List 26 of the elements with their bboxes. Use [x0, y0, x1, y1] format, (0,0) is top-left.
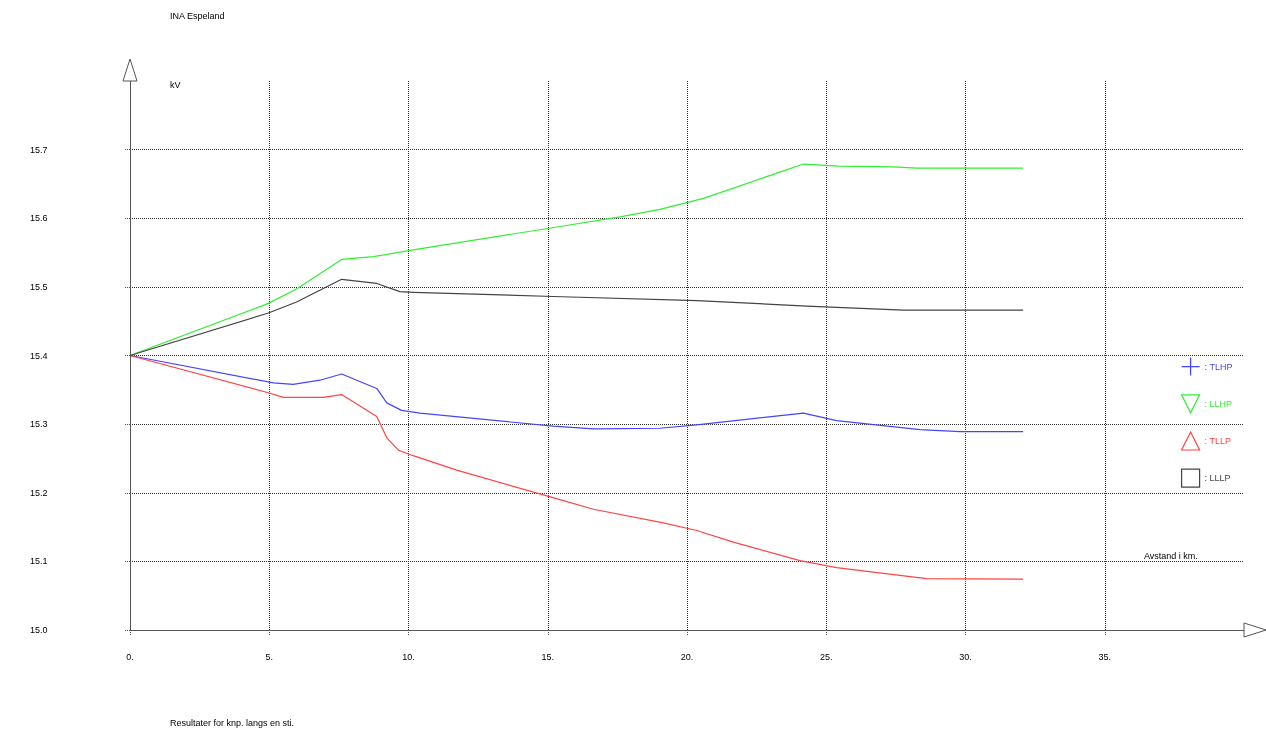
line-series: [129, 354, 1024, 580]
y-tick-label: 15.2: [30, 487, 48, 498]
x-tick-label: 30.: [959, 651, 972, 662]
x-tick-label: 10.: [402, 651, 415, 662]
legend-label: : LLHP: [1204, 398, 1233, 409]
x-tick-label: 25.: [819, 651, 833, 662]
line-series: [129, 278, 1024, 357]
x-tick-label: 20.: [680, 651, 694, 662]
y-tick-label: 15.5: [30, 281, 48, 292]
text: Resultater for knp. langs en sti.: [170, 717, 295, 728]
x-axis-title: Avstand i km.: [1144, 550, 1198, 561]
y-axis-title: kV: [170, 79, 181, 90]
x-tick-label: 5.: [265, 651, 274, 662]
y-tick-label: 15.3: [30, 419, 48, 430]
y-tick-label: 15.4: [30, 350, 48, 361]
y-tick-label: 15.0: [30, 625, 48, 635]
chart-title: INA Espeland: [170, 10, 225, 21]
x-tick-label: 0.: [126, 651, 134, 662]
legend-label: : TLHP: [1204, 361, 1233, 372]
y-tick-label: 15.1: [30, 556, 48, 567]
y-tick-label: 15.6: [30, 213, 48, 224]
y-tick-label: 15.7: [30, 144, 48, 155]
x-tick-label: 35.: [1098, 651, 1112, 662]
legend-label: : LLLP: [1204, 473, 1231, 484]
legend-label: : TLLP: [1204, 436, 1231, 446]
x-tick-label: 15.: [541, 651, 555, 662]
